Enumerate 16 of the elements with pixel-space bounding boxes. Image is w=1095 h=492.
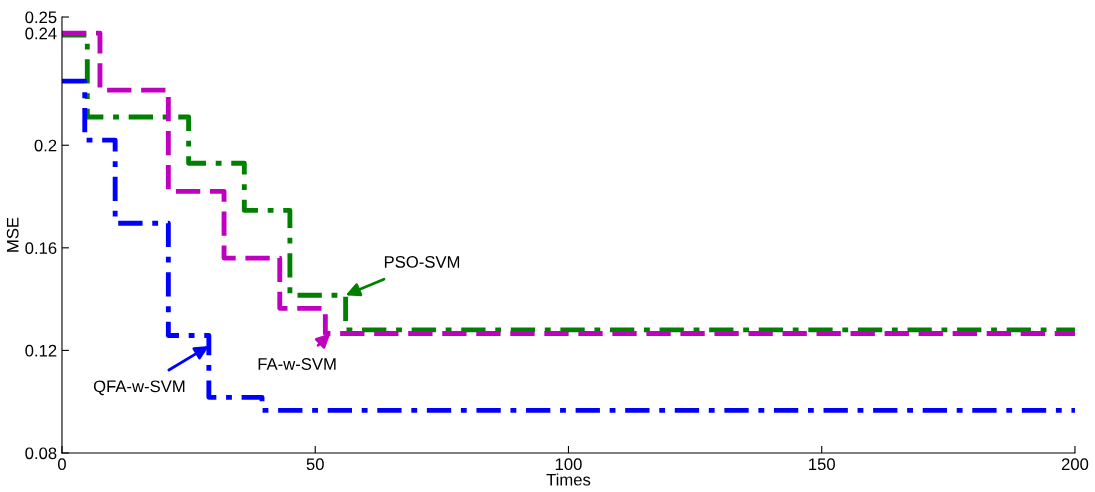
legend-label: FA-w-SVM <box>258 358 336 370</box>
y-tick-label: 0.2 <box>34 139 57 152</box>
y-tick-label: 0.12 <box>25 344 57 357</box>
legend-label: QFA-w-SVM <box>93 380 185 396</box>
y-tick-label: 0.08 <box>25 447 57 460</box>
x-axis-title: Times <box>546 473 591 486</box>
x-tick-label: 0 <box>57 458 66 471</box>
x-tick-label: 150 <box>809 458 835 471</box>
y-tick-label: 0.24 <box>25 27 57 40</box>
x-tick-label: 50 <box>306 458 324 471</box>
y-axis-title: MSE <box>6 217 19 252</box>
y-tick-label: 0.16 <box>25 242 57 255</box>
x-tick-label: 200 <box>1061 458 1089 471</box>
x-tick-label: 100 <box>555 458 582 471</box>
text: PSO-SVM <box>384 256 460 268</box>
y-tick-label: 0.25 <box>25 11 57 24</box>
